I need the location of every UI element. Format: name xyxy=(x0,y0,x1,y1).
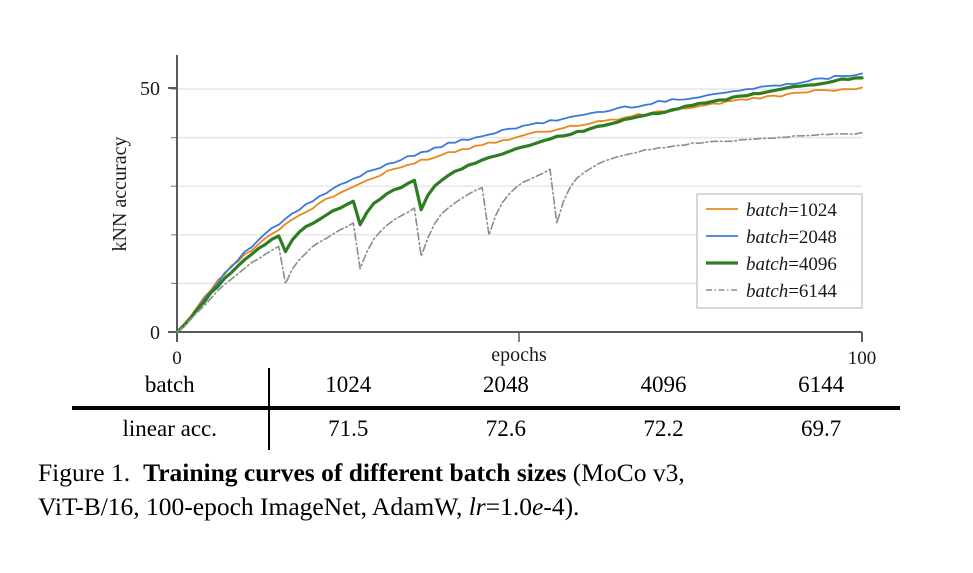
results-table: batch 1024 2048 4096 6144 linear acc. 71… xyxy=(72,368,900,450)
legend-label-2048: batch=2048 xyxy=(746,227,837,248)
chart-legend: batch=1024 batch=2048 batch=4096 batch=6144 xyxy=(696,193,863,309)
table-cell-batch-6144: 6144 xyxy=(742,368,900,410)
table-cell-acc-4096: 72.2 xyxy=(643,415,684,441)
series-line-2048 xyxy=(176,72,863,333)
figure-caption-line2: ViT-B/16, 100-epoch ImageNet, AdamW, xyxy=(38,491,469,521)
chart-svg: 50 0 0 100 epochs kNN accuracy batch=102… xyxy=(109,55,877,369)
table-cell-acc-1024: 71.5 xyxy=(328,415,369,441)
x-tick-label-0: 0 xyxy=(172,348,182,369)
table-cell-acc-2048: 72.6 xyxy=(485,415,527,441)
legend-label-4096: batch=4096 xyxy=(746,254,837,275)
legend-box xyxy=(696,193,863,309)
series-line-1024 xyxy=(176,86,863,333)
series-line-6144 xyxy=(176,131,863,333)
legend-label-6144: batch=6144 xyxy=(746,281,837,302)
chart-series-group xyxy=(175,72,864,334)
table-row: batch 1024 2048 4096 6144 xyxy=(72,368,900,410)
y-tick-label-50: 50 xyxy=(140,78,160,100)
x-axis-title: epochs xyxy=(491,344,547,366)
table-cell-batch-2048: 2048 xyxy=(427,368,585,410)
series-line-4096 xyxy=(175,76,864,334)
table-cell-acc-6144: 69.7 xyxy=(801,415,842,441)
x-tick-label-100: 100 xyxy=(848,348,877,369)
table-cell-batch-1024: 1024 xyxy=(268,368,428,410)
figure-caption-label: Figure 1. xyxy=(38,458,131,487)
figure-caption-lr: lr xyxy=(468,491,486,521)
y-axis-title: kNN accuracy xyxy=(109,137,131,252)
results-table-container: batch 1024 2048 4096 6144 linear acc. 71… xyxy=(72,368,900,450)
table-row-header-batch: batch xyxy=(72,368,270,410)
figure-caption-bold: Training curves of different batch sizes xyxy=(143,458,567,487)
table-row-header-linear-acc: linear acc. xyxy=(72,407,270,450)
figure-caption-rest: (MoCo v3, xyxy=(572,458,685,487)
training-curves-chart: 50 0 0 100 epochs kNN accuracy batch=102… xyxy=(109,55,877,369)
legend-label-1024: batch=1024 xyxy=(746,200,837,221)
y-tick-label-0: 0 xyxy=(150,322,160,344)
figure-caption-lr-eq: =1.0 xyxy=(485,491,532,521)
table-cell-batch-4096: 4096 xyxy=(584,368,743,410)
figure-caption-e: e xyxy=(532,491,544,521)
figure-caption: Figure 1. Training curves of different ba… xyxy=(38,456,938,523)
figure-caption-lr-end: -4). xyxy=(543,491,580,521)
table-row: linear acc. 71.5 72.6 72.2 69.7 xyxy=(72,407,900,450)
